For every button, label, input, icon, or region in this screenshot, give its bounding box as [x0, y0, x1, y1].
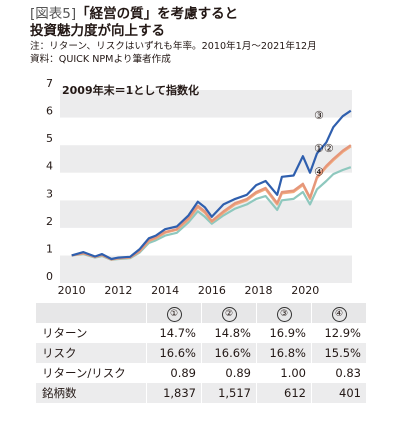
table-row: リスク 16.6% 16.6% 16.8% 15.5% — [36, 343, 366, 363]
title-line-2: 投資魅力度が向上する — [30, 23, 165, 39]
x-tick-label: 2018 — [245, 284, 273, 297]
y-tick-label: 5 — [46, 132, 53, 145]
table-row: リターン 14.7% 14.8% 16.9% 12.9% — [36, 323, 366, 343]
cell: 14.7% — [146, 323, 202, 343]
x-tick-label: 2020 — [291, 284, 319, 297]
row-label: リターン — [42, 326, 88, 340]
cell: 1,837 — [146, 383, 202, 403]
cell: 0.89 — [201, 363, 257, 383]
grid-band — [60, 90, 352, 118]
y-tick-label: 2 — [46, 215, 53, 228]
row-label: 銘柄数 — [36, 383, 147, 403]
series-end-label: ④ — [314, 165, 324, 178]
table-header-corner — [36, 303, 147, 323]
series-end-label: ③ — [314, 109, 324, 122]
x-tick-label: 2016 — [198, 284, 226, 297]
grid-band — [60, 117, 352, 146]
grid-band — [60, 227, 352, 256]
table-header-col-3: ③ — [256, 303, 312, 323]
y-tick-label: 6 — [46, 105, 53, 118]
series-end-label: ①② — [314, 142, 334, 155]
chart-header: [図表5]「経営の質」を考慮すると 投資魅力度が向上する 注：リターン、リスクは… — [30, 6, 317, 66]
y-tick-label: 3 — [46, 187, 53, 200]
cell: 15.5% — [311, 343, 366, 363]
cell: 1.00 — [256, 363, 312, 383]
cell: 1,517 — [201, 383, 257, 403]
title-line-1: [図表5]「経営の質」を考慮すると — [30, 6, 317, 23]
table-row: リターン/リスク 0.89 0.89 1.00 0.83 — [36, 363, 366, 383]
row-label: リスク — [36, 343, 147, 363]
stats-table: ① ② ③ ④ リターン 14.7% 14.8% 16.9% 12.9% リスク… — [36, 303, 366, 403]
cell: 16.8% — [256, 343, 312, 363]
cell: 16.9% — [256, 323, 312, 343]
cell: 16.6% — [201, 343, 257, 363]
cell: 0.89 — [146, 363, 202, 383]
y-tick-label: 4 — [46, 160, 53, 173]
table-header-col-1: ① — [146, 303, 202, 323]
y-tick-label: 7 — [46, 77, 53, 90]
chart-inner-label: 2009年末＝1として指数化 — [62, 83, 199, 97]
figure-label: [図表5] — [30, 6, 77, 22]
y-tick-label: 1 — [46, 242, 53, 255]
table-row: 銘柄数 1,837 1,517 612 401 — [36, 383, 366, 403]
table-header-col-4: ④ — [311, 303, 366, 323]
x-tick-label: 2014 — [151, 284, 179, 297]
series-line-1 — [71, 109, 352, 261]
cell: 16.6% — [146, 343, 202, 363]
cell: 12.9% — [311, 323, 366, 343]
cell: 401 — [311, 383, 366, 403]
title-text: 「経営の質」を考慮すると — [76, 6, 239, 22]
cell: 14.8% — [201, 323, 257, 343]
x-tick-label: 2010 — [58, 284, 86, 297]
y-tick-label: 0 — [46, 270, 53, 283]
x-tick-label: 2012 — [104, 284, 132, 297]
note-period: 注：リターン、リスクはいずれも年率。2010年1月〜2021年12月 — [30, 41, 317, 52]
table-header-col-2: ② — [201, 303, 257, 323]
grid-band — [60, 255, 352, 283]
line-chart: 0 1 2 3 4 5 6 7 2010 2012 2014 2016 2018 2020 2009年末＝1… — [46, 77, 352, 297]
table-header-row: ① ② ③ ④ — [36, 303, 366, 323]
note-source: 資料：QUICK NPMより筆者作成 — [30, 54, 171, 65]
cell: 612 — [256, 383, 312, 403]
cell: 0.83 — [311, 363, 366, 383]
row-label: リターン/リスク — [42, 366, 126, 380]
